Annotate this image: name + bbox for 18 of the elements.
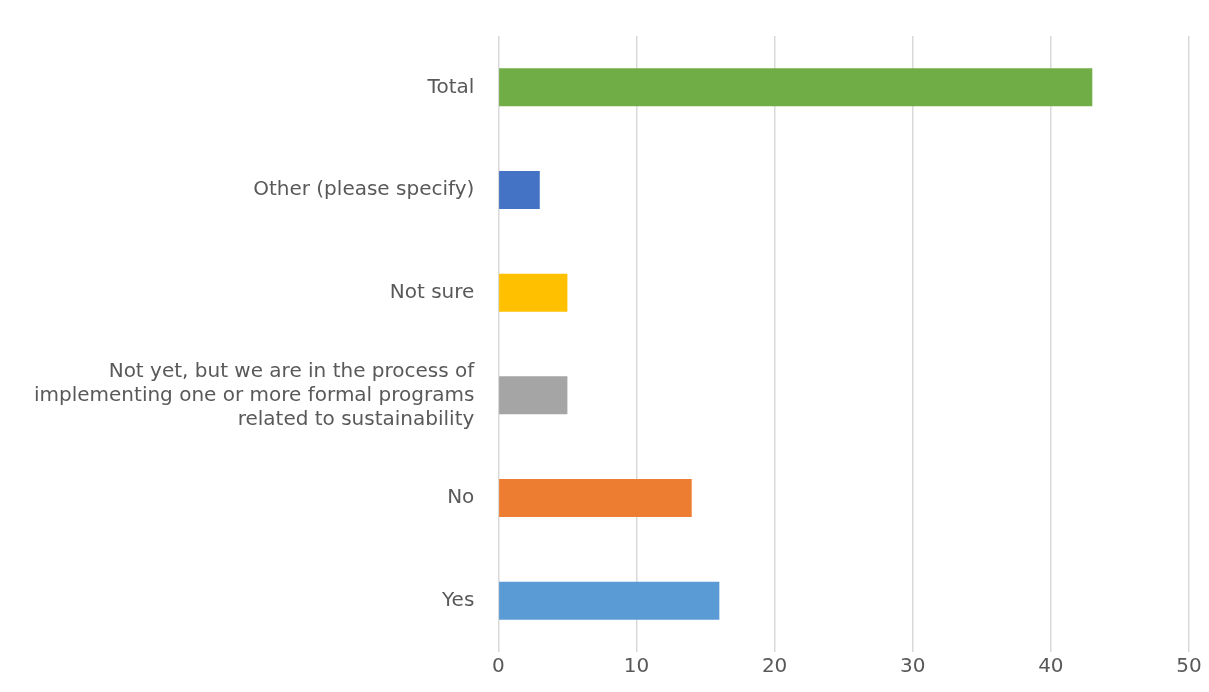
y-tick-label: Total xyxy=(426,73,475,98)
bar xyxy=(499,68,1093,107)
x-tick-label: 10 xyxy=(623,653,650,678)
y-tick-label: Other (please specify) xyxy=(253,176,475,201)
bar xyxy=(499,479,692,517)
y-tick-label: Not yet, but we are in the process of implementing one or more formal programs related to sustainability xyxy=(33,357,476,430)
x-tick-label: 30 xyxy=(900,653,926,678)
x-tick-label: 20 xyxy=(761,653,788,678)
x-tick-label: 40 xyxy=(1038,653,1064,678)
bar xyxy=(499,376,568,415)
y-tick-label: Yes xyxy=(441,586,475,611)
bar xyxy=(499,581,720,620)
y-tick-label: No xyxy=(447,484,475,509)
y-tick-label: Not sure xyxy=(389,278,475,303)
bar xyxy=(499,171,540,209)
bar xyxy=(499,273,568,312)
x-tick-label: 50 xyxy=(1176,653,1202,678)
x-tick-label: 0 xyxy=(491,653,505,678)
